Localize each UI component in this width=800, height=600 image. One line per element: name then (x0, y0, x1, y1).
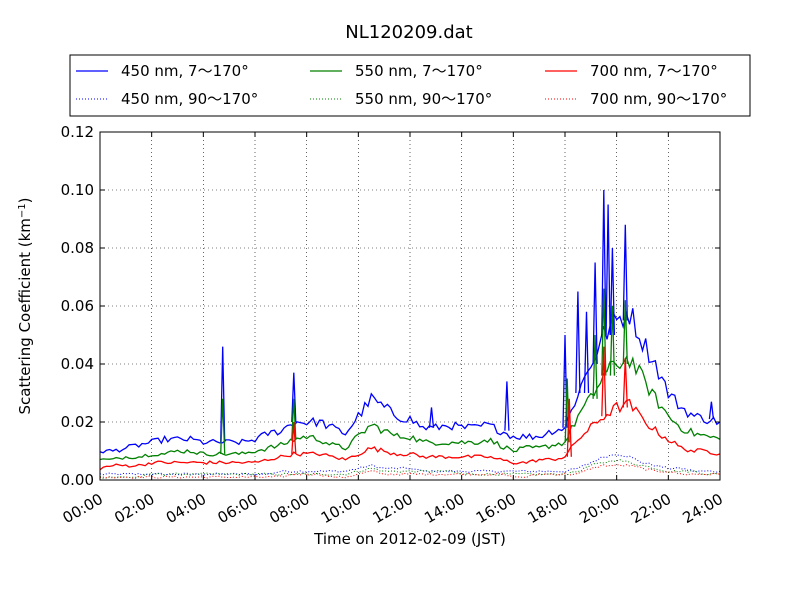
x-tick-label: 14:00 (421, 490, 467, 527)
y-tick-label: 0.06 (61, 297, 94, 315)
y-tick-label: 0.12 (61, 123, 94, 141)
legend: 450 nm, 7～170° 550 nm, 7～170° 700 nm, 7～17… (69, 54, 751, 117)
series-spike (592, 262, 598, 365)
spike-layer (220, 189, 715, 457)
series-spike (609, 247, 616, 336)
x-axis-label: Time on 2012-02-09 (JST) (313, 530, 506, 548)
series-spike (291, 421, 297, 454)
x-tick-label: 16:00 (473, 490, 519, 527)
series-spike (605, 204, 611, 336)
series-spike (601, 346, 607, 417)
x-tick-label: 08:00 (266, 490, 312, 527)
chart-title: NL120209.dat (345, 22, 472, 43)
grid-lines (100, 132, 720, 480)
plot-area: 00:00 02:00 04:00 06:00 08:00 10:00 12:00 14:00… (60, 123, 726, 527)
x-tick-label: 02:00 (111, 490, 157, 527)
x-tick-label: 04:00 (163, 490, 209, 527)
series-spike (220, 346, 226, 443)
series-spike (601, 189, 607, 336)
series-spike (566, 398, 572, 457)
x-tick-label: 18:00 (525, 490, 571, 527)
x-tick-label: 24:00 (680, 490, 726, 527)
legend-label: 700 nm, 90～170° (590, 90, 727, 108)
y-tick-label: 0.10 (61, 181, 94, 199)
x-tick-label: 00:00 (60, 490, 106, 527)
series-spike (622, 300, 628, 365)
series-spike (575, 291, 581, 394)
series-spike (291, 398, 297, 440)
series-spike (428, 407, 435, 428)
series-layer (99, 308, 721, 479)
x-tick-label: 20:00 (576, 490, 622, 527)
legend-label: 450 nm, 7～170° (121, 62, 249, 80)
series-spike (601, 288, 607, 376)
x-tick-label: 10:00 (318, 490, 364, 527)
legend-label: 450 nm, 90～170° (121, 90, 258, 108)
series-line (99, 398, 721, 471)
legend-label: 550 nm, 7～170° (355, 62, 483, 80)
series-spike (504, 381, 510, 431)
series-line (99, 308, 721, 454)
series-spike (583, 311, 590, 394)
legend-label: 700 nm, 7～170° (590, 62, 718, 80)
series-line (99, 355, 721, 461)
series-spike (708, 401, 715, 420)
series-spike (622, 358, 628, 408)
legend-label: 550 nm, 90～170° (355, 90, 492, 108)
y-tick-label: 0.04 (61, 355, 94, 373)
legend-box (69, 54, 751, 117)
series-spike (592, 334, 598, 399)
y-tick-label: 0.02 (61, 413, 94, 431)
y-tick-label: 0.00 (61, 471, 94, 489)
y-tick-label: 0.08 (61, 239, 94, 257)
series-spike (291, 372, 297, 423)
x-tick-label: 22:00 (628, 490, 674, 527)
series-spike (220, 398, 226, 454)
x-tick-label: 12:00 (370, 490, 416, 527)
y-axis-label: Scattering Coefficient (km−1) (16, 197, 34, 414)
series-spike (609, 305, 616, 376)
x-tick-label: 06:00 (215, 490, 261, 527)
series-spike (622, 224, 628, 321)
